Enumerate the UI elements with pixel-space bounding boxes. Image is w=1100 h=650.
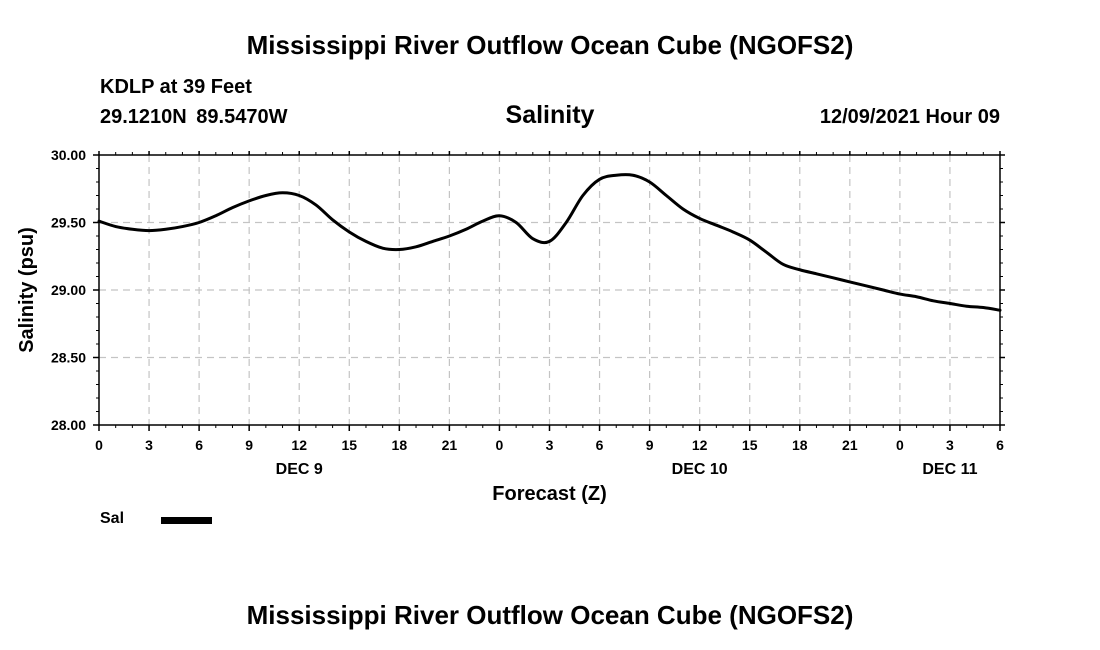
legend-label: Sal — [100, 510, 125, 527]
x-tick-label: 18 — [792, 437, 808, 453]
x-tick-label: 18 — [392, 437, 408, 453]
y-tick-label: 29.00 — [51, 282, 86, 298]
x-tick-label: 12 — [692, 437, 708, 453]
plot-frame — [98, 154, 1001, 426]
x-tick-label: 3 — [145, 437, 153, 453]
y-tick-label: 28.00 — [51, 417, 86, 433]
x-tick-label: 21 — [442, 437, 458, 453]
day-label: DEC 11 — [922, 461, 977, 478]
legend-swatch — [161, 517, 212, 524]
main-title: Mississippi River Outflow Ocean Cube (NG… — [246, 30, 854, 60]
x-tick-label: 9 — [245, 437, 253, 453]
y-tick-label: 30.00 — [51, 147, 86, 163]
forecast-datetime: 12/09/2021 Hour 09 — [819, 106, 1000, 128]
x-tick-label: 6 — [195, 437, 203, 453]
chart-title: Salinity — [505, 101, 595, 129]
x-tick-label: 6 — [996, 437, 1004, 453]
x-tick-label: 3 — [946, 437, 954, 453]
x-tick-label: 15 — [341, 437, 357, 453]
x-tick-label: 0 — [896, 437, 904, 453]
x-tick-label: 3 — [546, 437, 554, 453]
station-coordinates: 29.1210N 89.5470W — [100, 106, 288, 128]
x-tick-label: 9 — [646, 437, 654, 453]
chart-grid — [99, 155, 1000, 425]
x-axis-title: Forecast (Z) — [492, 483, 606, 505]
footer-title: Mississippi River Outflow Ocean Cube (NG… — [246, 600, 854, 630]
day-label: DEC 9 — [276, 461, 323, 478]
day-label: DEC 10 — [672, 461, 728, 478]
x-tick-label: 6 — [596, 437, 604, 453]
x-tick-label: 0 — [95, 437, 103, 453]
x-tick-label: 21 — [842, 437, 858, 453]
day-labels: DEC 9 DEC 10 DEC 11 — [276, 461, 978, 478]
chart-series — [97, 173, 1002, 312]
x-tick-label: 15 — [742, 437, 758, 453]
x-tick-labels: 0 3 6 9 12 15 18 21 0 3 6 9 12 15 18 21 0 3 6 — [95, 437, 1004, 453]
y-tick-label: 29.50 — [51, 215, 86, 231]
y-tick-labels: 28.00 28.50 29.00 29.50 30.00 — [51, 147, 86, 433]
station-label: KDLP at 39 Feet — [100, 76, 252, 98]
x-tick-label: 12 — [291, 437, 307, 453]
series-line-sal — [97, 173, 1002, 312]
y-axis-title: Salinity (psu) — [16, 227, 38, 353]
y-tick-label: 28.50 — [51, 350, 86, 366]
x-tick-label: 0 — [496, 437, 504, 453]
